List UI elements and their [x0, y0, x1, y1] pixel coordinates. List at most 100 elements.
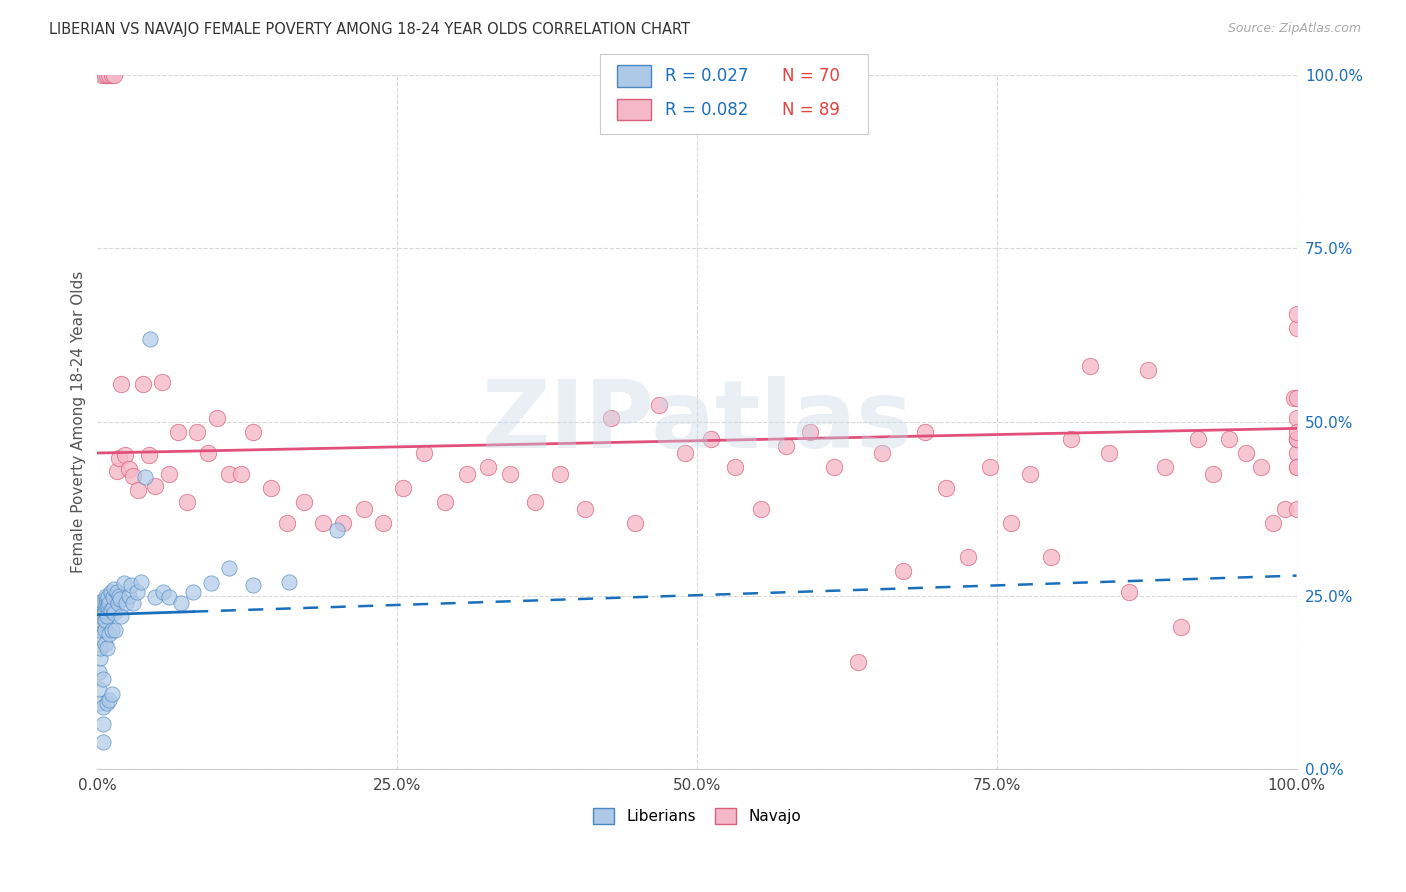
Point	[96, 640, 118, 655]
Point	[89, 651, 111, 665]
Point	[134, 470, 156, 484]
Point	[152, 585, 174, 599]
Point	[100, 602, 122, 616]
Point	[93, 699, 115, 714]
Point	[1285, 460, 1308, 475]
Point	[94, 599, 117, 613]
Point	[89, 624, 111, 638]
Point	[218, 467, 240, 481]
Point	[548, 467, 571, 481]
Point	[935, 481, 957, 495]
Point	[96, 696, 118, 710]
Point	[371, 516, 394, 530]
Point	[100, 585, 122, 599]
Point	[157, 590, 180, 604]
Point	[278, 574, 301, 589]
Point	[799, 425, 821, 440]
Point	[98, 693, 121, 707]
Point	[138, 448, 160, 462]
Text: ZIPatlas: ZIPatlas	[481, 376, 912, 468]
Point	[91, 68, 114, 82]
Legend: Liberians, Navajo: Liberians, Navajo	[593, 808, 801, 824]
Point	[700, 432, 723, 446]
Point	[775, 439, 797, 453]
Point	[1234, 446, 1257, 460]
Point	[1285, 460, 1308, 475]
Point	[90, 609, 112, 624]
Point	[647, 398, 669, 412]
Point	[120, 578, 142, 592]
Point	[1060, 432, 1083, 446]
Point	[98, 596, 121, 610]
Point	[157, 467, 180, 481]
Point	[93, 613, 115, 627]
Point	[129, 574, 152, 589]
Point	[599, 411, 621, 425]
Point	[94, 592, 117, 607]
Point	[1153, 460, 1175, 475]
Point	[93, 672, 115, 686]
Point	[100, 624, 122, 638]
Point	[108, 450, 131, 465]
Point	[260, 481, 283, 495]
Point	[434, 495, 457, 509]
Text: Source: ZipAtlas.com: Source: ZipAtlas.com	[1227, 22, 1361, 36]
Point	[1019, 467, 1042, 481]
Point	[1218, 432, 1240, 446]
Point	[127, 483, 149, 497]
Point	[98, 627, 121, 641]
Point	[125, 585, 148, 599]
Point	[90, 601, 112, 615]
Point	[91, 596, 114, 610]
Point	[1285, 432, 1308, 446]
Point	[1285, 411, 1308, 425]
Point	[1285, 501, 1308, 516]
Point	[93, 68, 115, 82]
Point	[91, 599, 114, 613]
Point	[105, 464, 128, 478]
Point	[150, 375, 173, 389]
Point	[115, 596, 138, 610]
Point	[117, 589, 139, 603]
Point	[93, 604, 115, 618]
Point	[846, 655, 869, 669]
Point	[87, 696, 110, 710]
Point	[312, 516, 335, 530]
Point	[166, 425, 188, 440]
Point	[1285, 321, 1308, 335]
Point	[1261, 516, 1284, 530]
Point	[100, 687, 122, 701]
Point	[176, 495, 198, 509]
Point	[412, 446, 434, 460]
Point	[101, 590, 124, 604]
Point	[93, 717, 115, 731]
Point	[197, 446, 219, 460]
Point	[114, 448, 136, 462]
Point	[207, 411, 229, 425]
Point	[97, 590, 120, 604]
Text: R = 0.082: R = 0.082	[665, 101, 748, 119]
Point	[891, 564, 914, 578]
Point	[103, 606, 125, 620]
Point	[110, 376, 132, 391]
Point	[101, 601, 124, 615]
Point	[94, 589, 117, 603]
Text: LIBERIAN VS NAVAJO FEMALE POVERTY AMONG 18-24 YEAR OLDS CORRELATION CHART: LIBERIAN VS NAVAJO FEMALE POVERTY AMONG …	[49, 22, 690, 37]
Point	[231, 467, 253, 481]
Point	[110, 609, 132, 624]
Point	[143, 479, 166, 493]
Text: N = 89: N = 89	[782, 101, 839, 119]
Point	[98, 68, 121, 82]
Point	[724, 460, 747, 475]
Point	[200, 576, 222, 591]
Point	[122, 596, 145, 610]
Point	[94, 596, 117, 610]
Point	[122, 469, 145, 483]
Point	[1170, 620, 1192, 634]
Point	[104, 624, 127, 638]
Point	[100, 68, 122, 82]
Point	[1285, 432, 1308, 446]
Point	[870, 446, 893, 460]
Point	[105, 585, 128, 599]
Point	[673, 446, 696, 460]
